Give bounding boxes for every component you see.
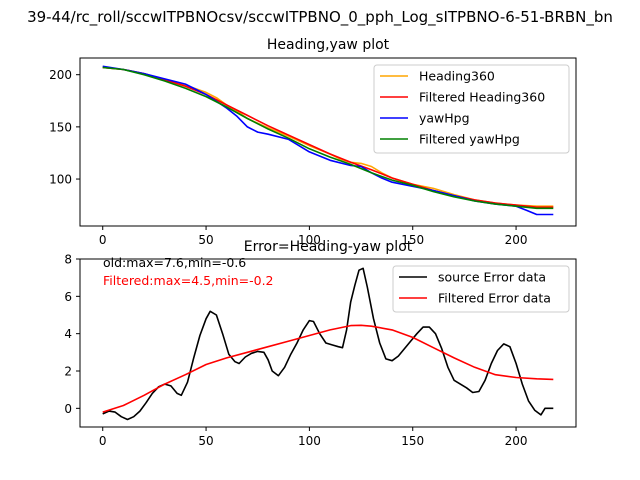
y-tick-label: 4 [64, 327, 72, 341]
y-tick-label: 8 [64, 253, 72, 267]
legend-label: Filtered yawHpg [419, 132, 520, 147]
x-tick-label: 0 [99, 434, 107, 448]
subplot-title: Error=Heading-yaw plot [244, 239, 413, 255]
annotation-old-stats: old:max=7.6,min=-0.6 [103, 255, 246, 270]
series-line-source-error-data [102, 267, 554, 421]
subplot-heading-yaw: Heading,yaw plot 0 50 100 150 200 100150200 … [49, 37, 577, 247]
x-axis: 0 50 100 150 200 [99, 427, 528, 448]
legend-label: Heading360 [419, 69, 495, 84]
y-tick-label: 200 [49, 68, 72, 82]
x-tick-label: 0 [99, 233, 107, 247]
y-tick-label: 100 [49, 173, 72, 187]
y-axis: 0 2 4 6 8 [64, 253, 80, 416]
x-tick-label: 150 [401, 233, 424, 247]
legend: Heading360 Filtered Heading360 yawHpg Filte… [373, 64, 570, 154]
x-tick-label: 100 [298, 233, 321, 247]
plot-frame [79, 57, 577, 227]
subplot-error: Error=Heading-yaw plot 0 50 100 150 200 0 2 4 6… [64, 239, 577, 448]
x-tick-label: 50 [198, 434, 213, 448]
series-line-filtered-heading360 [102, 66, 554, 208]
subplot-title: Heading,yaw plot [267, 37, 390, 53]
plot-frame [79, 258, 577, 428]
x-tick-label: 200 [505, 233, 528, 247]
series-lines [102, 65, 554, 216]
series-lines [102, 267, 554, 421]
annotation-filtered-stats: Filtered:max=4.5,min=-0.2 [103, 273, 274, 288]
x-tick-label: 150 [401, 434, 424, 448]
x-tick-label: 100 [298, 434, 321, 448]
x-tick-label: 50 [198, 233, 213, 247]
y-tick-label: 0 [64, 402, 72, 416]
legend: source Error data Filtered Error data [392, 265, 570, 313]
legend-label: Filtered Error data [438, 291, 551, 306]
legend-label: Filtered Heading360 [419, 90, 545, 105]
legend-box [373, 64, 570, 154]
x-axis: 0 50 100 150 200 [99, 226, 528, 247]
legend-label: yawHpg [419, 111, 470, 126]
y-tick-label: 2 [64, 365, 72, 379]
series-line-filtered-yawhpg [102, 66, 554, 210]
y-tick-label: 6 [64, 290, 72, 304]
x-tick-label: 200 [505, 434, 528, 448]
legend-box [392, 265, 570, 313]
y-axis: 100 150 200 [49, 68, 80, 187]
figure-title: 39-44/rc_roll/sccwITPBNOcsv/sccwITPBNO_0… [27, 8, 613, 27]
legend-label: source Error data [438, 270, 546, 285]
y-tick-label: 150 [49, 120, 72, 134]
series-line-filtered-error-data [102, 324, 554, 413]
